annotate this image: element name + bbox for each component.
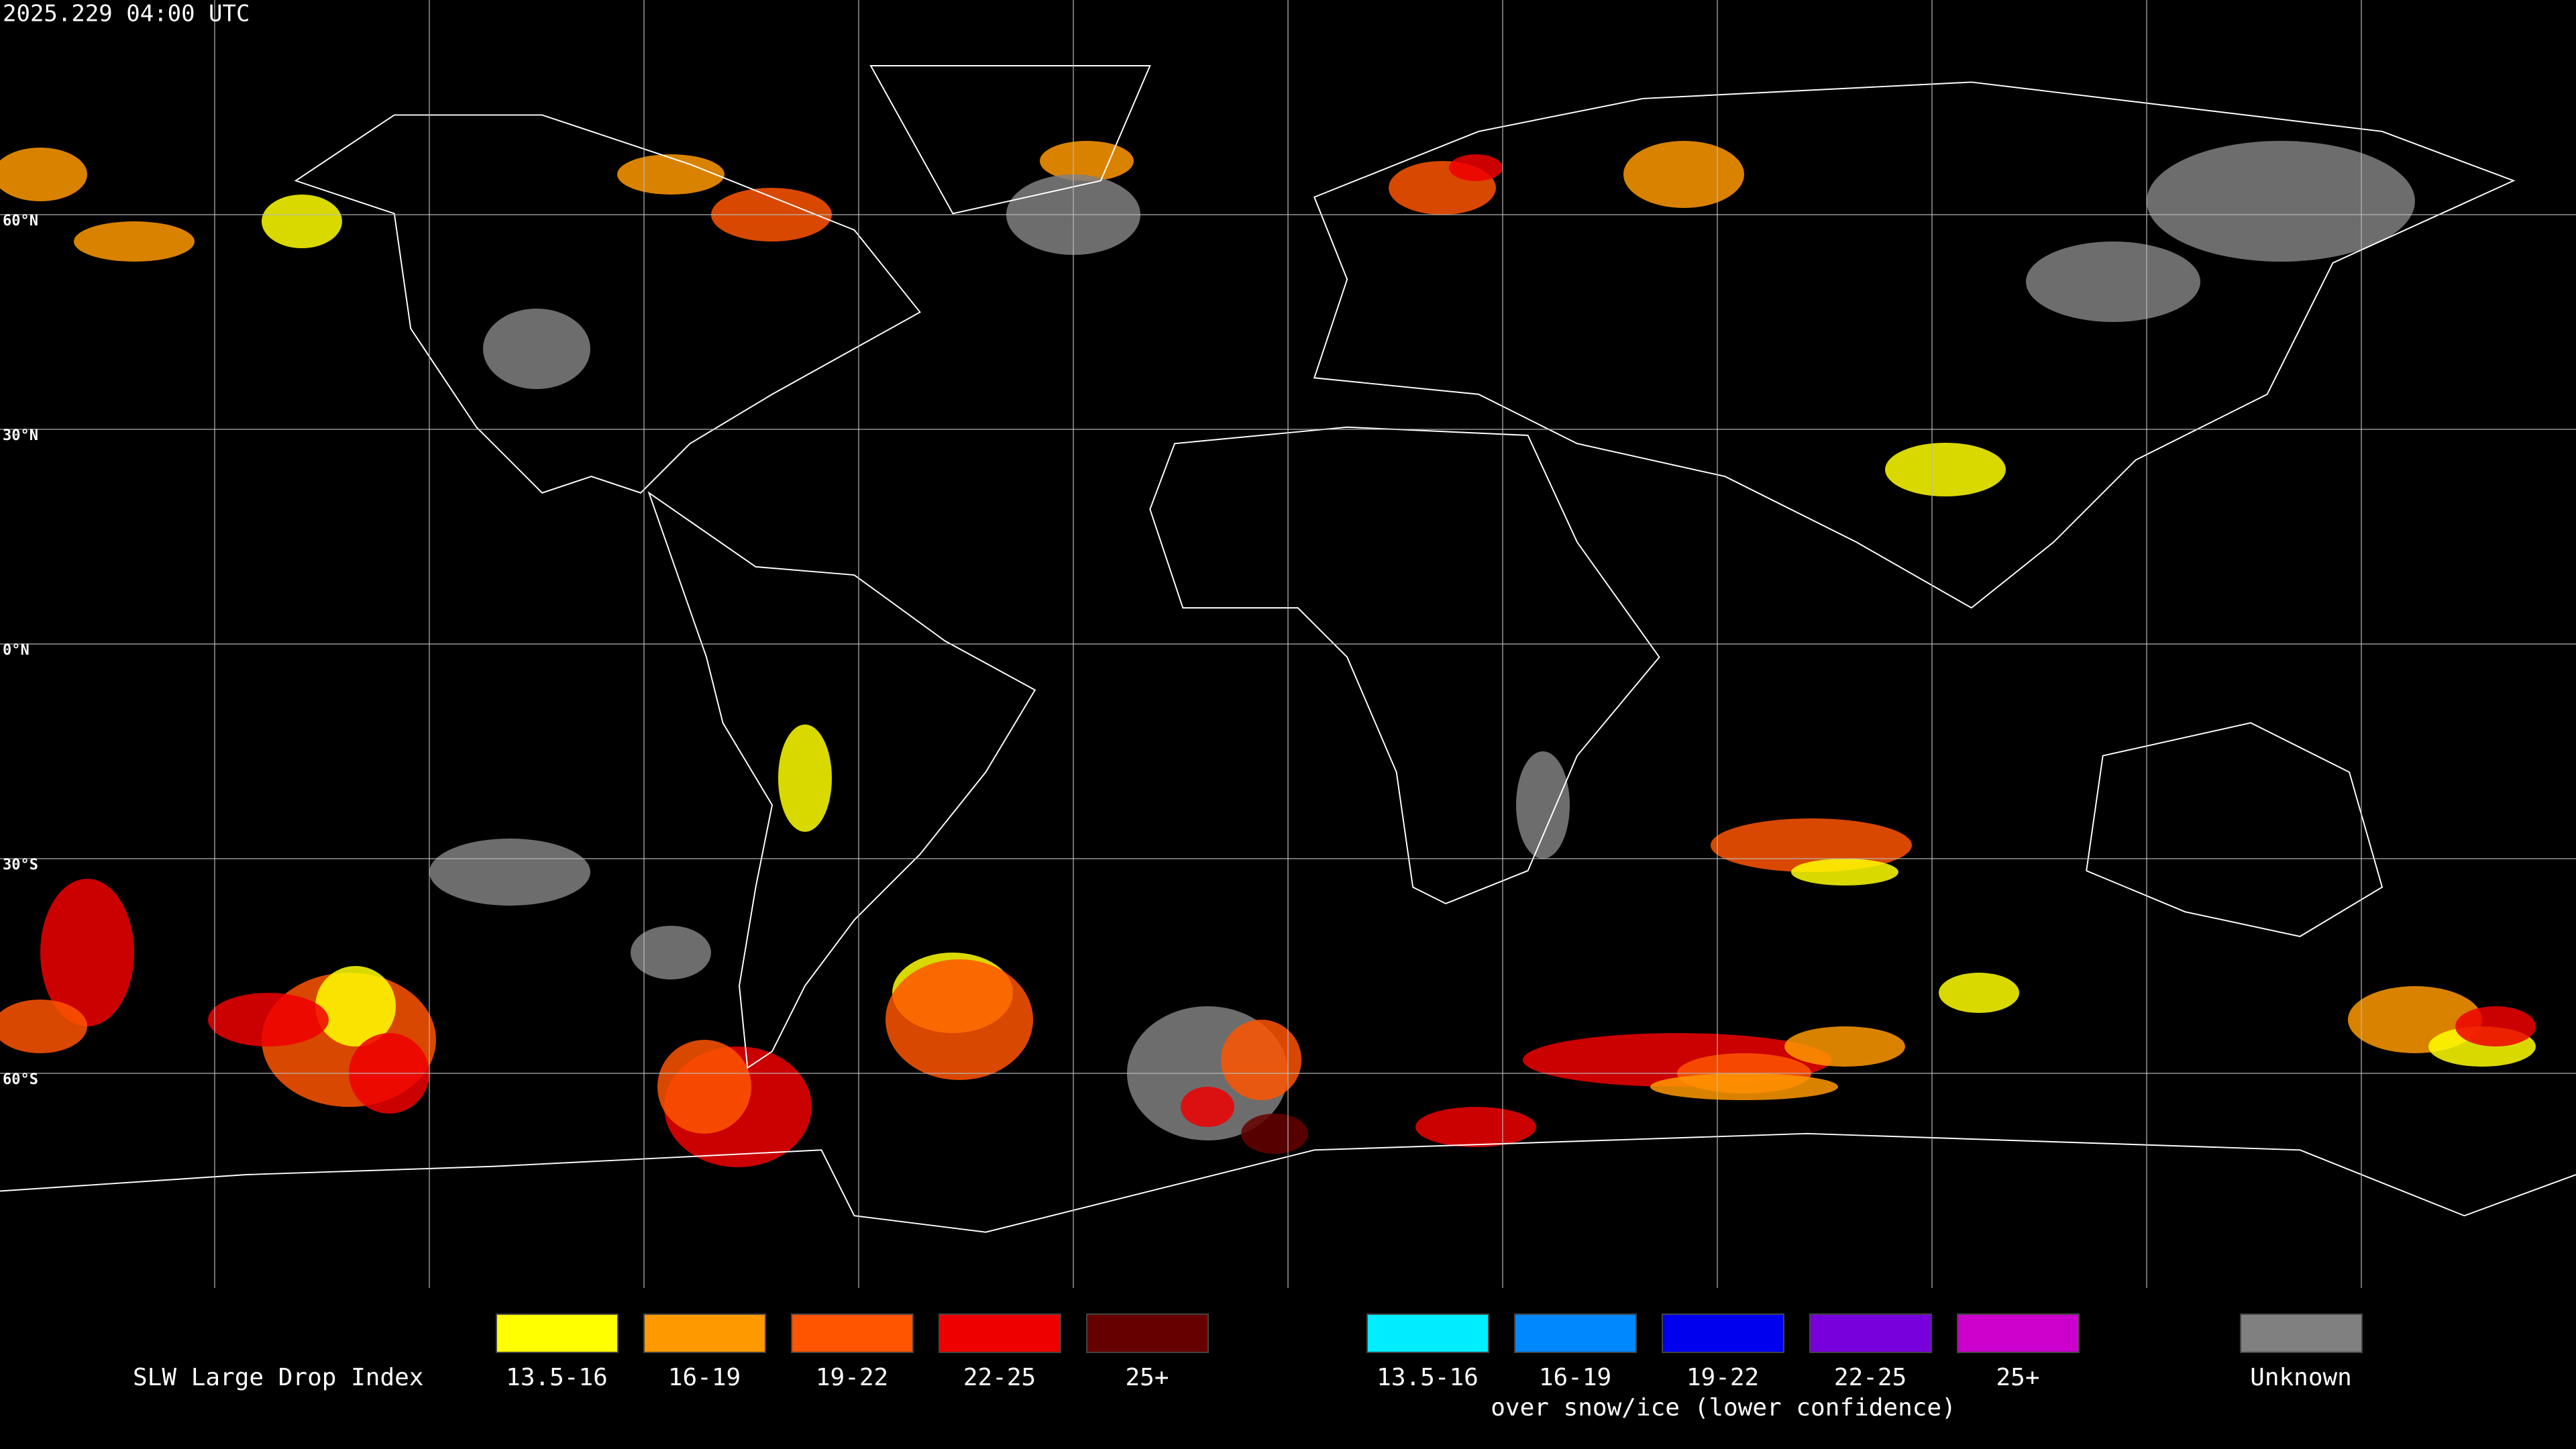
cloud-patch (1650, 1073, 1838, 1100)
cloud-patch (1040, 141, 1134, 181)
greenland (869, 64, 1151, 215)
cloud-patch (1623, 141, 1744, 208)
cloud-patch (0, 1000, 87, 1053)
snow-caption: over snow/ice (lower confidence) (1491, 1394, 1956, 1421)
cloud-patch (483, 309, 590, 389)
eurasia (1313, 81, 2516, 609)
legend-swatch (1957, 1313, 2080, 1353)
legend-swatch (2240, 1313, 2363, 1353)
lat-label: 60°N (3, 213, 38, 229)
africa (1149, 426, 1660, 905)
cloud-patch (1939, 973, 2019, 1013)
cloud-patch (208, 993, 329, 1046)
legend-swatch (938, 1313, 1061, 1353)
legend-swatch (1086, 1313, 1209, 1353)
lat-label: 60°S (3, 1071, 38, 1088)
coastlines (0, 64, 2576, 1233)
cloud-patch (1415, 1107, 1536, 1147)
lat-label: 30°N (3, 427, 38, 444)
legend-label: 13.5-16 (506, 1364, 608, 1391)
legend-label: 22-25 (963, 1364, 1036, 1391)
cloud-patch (0, 148, 87, 201)
legend-label: 16-19 (1539, 1364, 1611, 1391)
cloud-patch (1181, 1087, 1234, 1127)
legend-label: 22-25 (1834, 1364, 1907, 1391)
legend-label: 19-22 (816, 1364, 888, 1391)
legend-swatch (1809, 1313, 1932, 1353)
legend: 13.5-16 16-19 19-22 22-25 25+ 13.5-16 16-19 19-… (496, 1313, 2363, 1391)
cloud-patch (1791, 859, 1898, 885)
legend-swatch (1662, 1313, 1784, 1353)
legend-label: 13.5-16 (1377, 1364, 1479, 1391)
cloud-patch (2147, 141, 2415, 262)
legend-swatch (1366, 1313, 1489, 1353)
cloud-patch (262, 195, 342, 248)
legend-label: 25+ (1125, 1364, 1169, 1391)
legend-swatch (643, 1313, 766, 1353)
cloud-patch (1449, 154, 1503, 181)
cloud-patch (617, 154, 724, 195)
legend-label: Unknown (2250, 1364, 2352, 1391)
timestamp: 2025.229 04:00 UTC (3, 1, 250, 28)
legend-label: 25+ (1996, 1364, 2039, 1391)
legend-swatch (496, 1313, 619, 1353)
legend-label: 19-22 (1686, 1364, 1759, 1391)
cloud-patch (885, 959, 1033, 1080)
cloud-patch (1516, 751, 1570, 859)
cloud-patch (2026, 241, 2200, 322)
australia (2086, 722, 2383, 937)
legend-panel (0, 1288, 2576, 1449)
legend-label: 16-19 (668, 1364, 741, 1391)
cloud-patch (631, 926, 711, 979)
cloud-patch (1784, 1026, 1905, 1067)
cloud-patch (1221, 1020, 1301, 1100)
legend-swatch (791, 1313, 914, 1353)
cloud-patch (2455, 1006, 2536, 1046)
legend-swatch (1514, 1313, 1637, 1353)
lat-label: 30°S (3, 857, 38, 873)
cloud-patch (657, 1040, 751, 1134)
antarctica (0, 1132, 2576, 1233)
graticule: 60°N 30°N 0°N 30°S 60°S (0, 0, 2576, 1288)
cloud-patch (1241, 1114, 1308, 1154)
cloud-patch (778, 724, 832, 832)
cloud-patch (315, 966, 396, 1046)
lat-label: 0°N (3, 642, 30, 659)
north-america (294, 114, 921, 494)
cloud-patch (429, 839, 590, 906)
cloud-patch (74, 221, 195, 262)
legend-title: SLW Large Drop Index (133, 1364, 423, 1391)
cloud-patch (40, 879, 134, 1026)
south-america (647, 491, 1036, 1069)
cloud-patch (1885, 443, 2006, 496)
